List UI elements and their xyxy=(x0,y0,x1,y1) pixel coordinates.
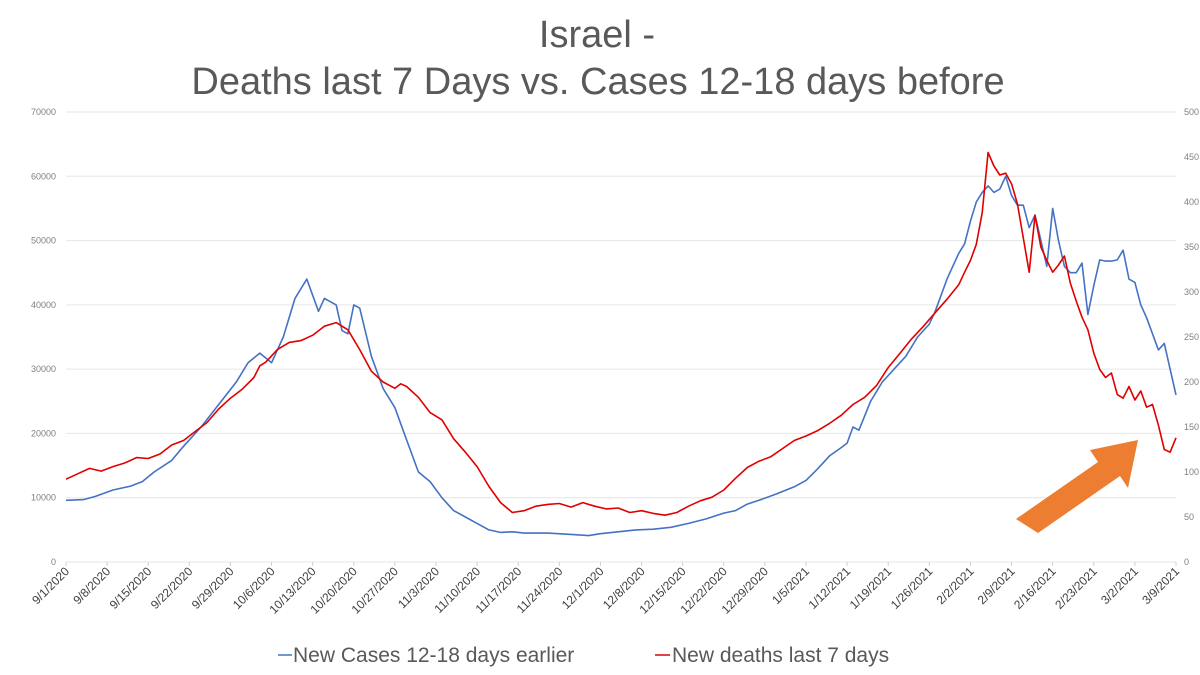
legend-label-cases: New Cases 12-18 days earlier xyxy=(293,644,574,667)
right-tick-label: 200 xyxy=(1184,377,1199,387)
right-tick-label: 100 xyxy=(1184,467,1199,477)
left-tick-label: 10000 xyxy=(31,493,56,503)
x-tick-label: 9/29/2020 xyxy=(189,564,237,612)
left-axis: 0 10000 20000 30000 40000 50000 60000 70000 xyxy=(31,107,56,567)
x-axis: 9/1/20209/8/20209/15/20209/22/20209/29/2… xyxy=(29,562,1182,617)
legend: New Cases 12-18 days earlier New deaths … xyxy=(278,644,889,667)
x-tick-label: 12/1/2020 xyxy=(559,564,607,612)
series-line-deaths xyxy=(65,151,1177,517)
x-tick-label: 9/1/2020 xyxy=(29,564,72,607)
right-tick-label: 0 xyxy=(1184,557,1189,567)
legend-label-deaths: New deaths last 7 days xyxy=(672,644,889,667)
chart-title-line2: Deaths last 7 Days vs. Cases 12-18 days … xyxy=(191,61,1004,103)
x-tick-label: 3/2/2021 xyxy=(1098,564,1141,607)
left-tick-label: 50000 xyxy=(31,236,56,246)
left-tick-label: 30000 xyxy=(31,364,56,374)
x-tick-label: 2/23/2021 xyxy=(1052,564,1100,612)
chart-title-line1: Israel - xyxy=(539,14,655,56)
right-tick-label: 150 xyxy=(1184,422,1199,432)
x-tick-label: 2/16/2021 xyxy=(1011,564,1059,612)
right-tick-label: 50 xyxy=(1184,512,1194,522)
right-axis: 0 50 100 150 200 250 300 350 400 450 500 xyxy=(1184,107,1199,567)
right-tick-label: 300 xyxy=(1184,287,1199,297)
series-line-cases xyxy=(65,175,1177,537)
orange-arrow-icon xyxy=(1016,440,1138,533)
left-tick-label: 70000 xyxy=(31,107,56,117)
right-tick-label: 500 xyxy=(1184,107,1199,117)
left-tick-label: 20000 xyxy=(31,428,56,438)
x-tick-label: 9/15/2020 xyxy=(107,564,155,612)
left-tick-label: 60000 xyxy=(31,171,56,181)
left-tick-label: 40000 xyxy=(31,300,56,310)
right-tick-label: 400 xyxy=(1184,197,1199,207)
right-tick-label: 350 xyxy=(1184,242,1199,252)
series-group xyxy=(65,151,1177,537)
x-tick-label: 2/2/2021 xyxy=(934,564,977,607)
x-tick-label: 1/26/2021 xyxy=(888,564,936,612)
left-tick-label: 0 xyxy=(51,557,56,567)
x-tick-label: 1/12/2021 xyxy=(806,564,854,612)
right-tick-label: 450 xyxy=(1184,152,1199,162)
x-tick-label: 1/19/2021 xyxy=(847,564,895,612)
x-tick-label: 3/9/2021 xyxy=(1139,564,1182,607)
x-tick-label: 9/22/2020 xyxy=(148,564,196,612)
gridlines xyxy=(66,111,1176,563)
right-tick-label: 250 xyxy=(1184,332,1199,342)
